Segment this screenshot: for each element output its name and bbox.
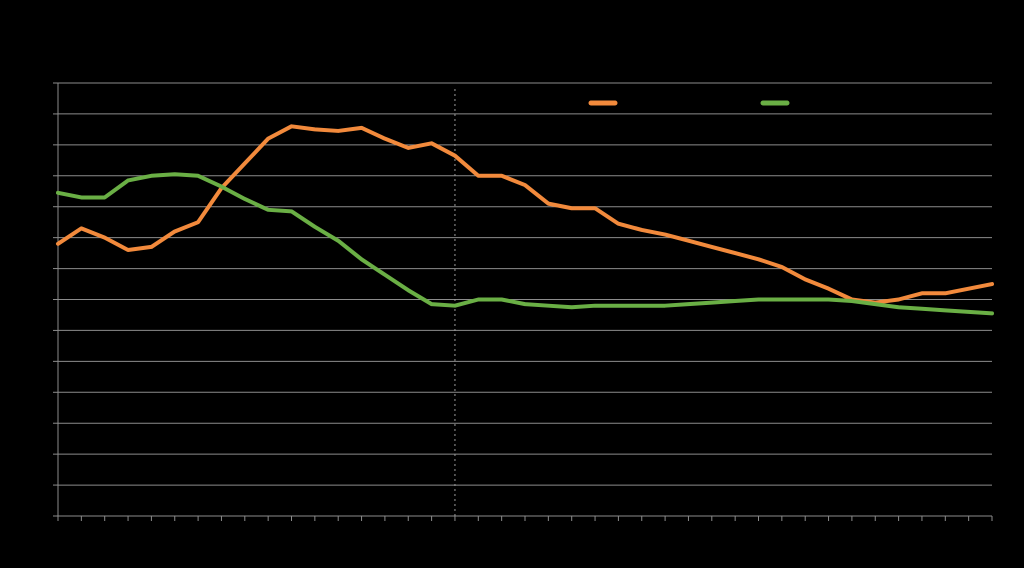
series-line-2 xyxy=(56,172,994,316)
series-lines xyxy=(56,124,994,316)
axes xyxy=(53,82,993,521)
series-line-1 xyxy=(56,124,994,305)
gridlines xyxy=(58,82,992,486)
